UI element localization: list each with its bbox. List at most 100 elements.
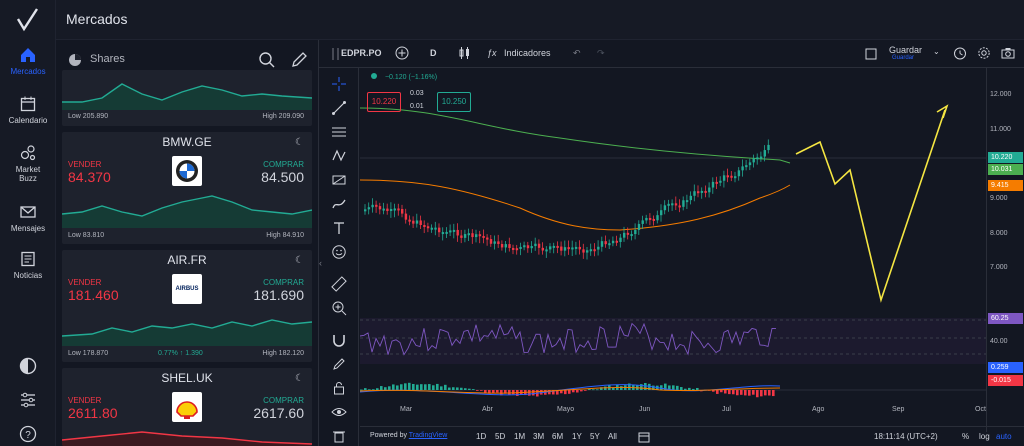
range-all[interactable]: All [608,432,617,441]
macd-histogram-bar [744,390,747,396]
edit-pencil-icon[interactable] [290,51,308,69]
buy-price-button[interactable]: 2617.60 [253,405,304,421]
macd-histogram-bar [664,383,667,390]
price-tick: 8.000 [990,230,1008,237]
help-icon[interactable]: ? [18,424,38,444]
nav-item-mensajes[interactable]: Mensajes [0,203,56,233]
macd-histogram-bar [384,387,387,390]
range-1m[interactable]: 1M [514,432,526,441]
horizontal-lines-icon[interactable] [331,124,347,140]
candle-body [678,205,681,208]
text-tool-icon[interactable] [331,220,347,236]
trash-icon[interactable] [331,428,347,444]
collapse-panel-icon[interactable]: ‹ [319,258,322,268]
range-1d[interactable]: 1D [476,432,487,441]
price-tag-last: 10.220 [988,152,1023,163]
search-icon[interactable] [258,51,276,69]
layout-square-icon[interactable] [865,48,877,60]
crosshair-icon[interactable] [331,76,347,92]
instrument-card[interactable]: BMW.GE ☾ VENDER 84.370 COMPRAR 84.500 Lo… [62,132,312,244]
gear-icon[interactable] [977,46,991,60]
zoom-in-icon[interactable] [331,300,347,316]
candle-body [534,243,537,247]
sell-price-button[interactable]: 2611.80 [68,405,118,421]
macd-histogram-bar [560,390,563,394]
camera-icon[interactable] [1001,46,1015,60]
macd-histogram-bar [464,388,467,390]
buy-price-button[interactable]: 84.500 [261,169,304,185]
spread-b: 0.01 [410,103,424,110]
percent-toggle[interactable]: % [962,432,970,441]
range-5d[interactable]: 5D [495,432,506,441]
nav-item-noticias[interactable]: Noticias [0,250,56,280]
projection-line [795,109,946,303]
buy-price-box[interactable]: 10.250 [437,92,471,112]
candle-body [519,246,522,249]
macd-histogram-bar [716,390,719,394]
eye-icon[interactable] [331,404,347,420]
shares-group-header[interactable]: Shares [62,42,312,76]
candle-body [486,237,489,240]
alert-clock-icon[interactable] [953,46,967,60]
undo-icon[interactable]: ↶ [573,48,581,58]
range-3m[interactable]: 3M [533,432,545,441]
brush-icon[interactable] [331,196,347,212]
date-range-icon[interactable] [638,431,650,443]
macd-histogram-bar [428,384,431,390]
add-symbol-icon[interactable] [395,46,409,60]
left-nav: Mercados Calendario Market Buzz Mensajes… [0,0,56,446]
sell-price-box[interactable]: 10.220 [367,92,401,112]
chevron-down-icon[interactable]: ⌄ [933,47,940,56]
sell-price-button[interactable]: 181.460 [68,287,119,303]
instrument-symbol: BMW.GE [162,135,212,149]
nav-item-market-buzz[interactable]: Market Buzz [0,144,56,183]
instrument-card[interactable]: AIR.FR ☾ VENDER 181.460 COMPRAR 181.690 … [62,250,312,362]
brand-check-logo[interactable] [16,8,40,32]
redo-icon[interactable]: ↷ [597,48,605,58]
clock-readout[interactable]: 18:11:14 (UTC+2) [874,432,938,441]
candle-body [722,175,726,181]
magnet-icon[interactable] [331,332,347,348]
contrast-icon[interactable] [18,356,38,376]
sliders-icon[interactable] [18,390,38,410]
buy-price-button[interactable]: 181.690 [253,287,304,303]
candle-body [452,229,456,232]
nav-item-mercados[interactable]: Mercados [0,46,56,76]
symbol-button[interactable]: EDPR.PO [341,48,382,58]
save-button[interactable]: Guardar [889,45,923,55]
compare-menu-icon[interactable] [331,48,341,60]
macd-histogram-bar [736,390,739,396]
log-toggle[interactable]: log [979,432,990,441]
instrument-card[interactable]: SHEL.UK ☾ VENDER 2611.80 COMPRAR 2617.60 [62,368,312,446]
interval-button[interactable]: D [430,48,437,58]
macd-histogram-bar [580,390,583,392]
instrument-card[interactable]: Low 205.890 High 209.090 [62,70,312,126]
instrument-symbol: AIR.FR [167,253,207,267]
range-5y[interactable]: 5Y [590,432,600,441]
price-chart[interactable] [360,68,986,432]
bmw-logo [172,156,202,186]
ruler-icon[interactable] [331,276,347,292]
range-6m[interactable]: 6M [552,432,564,441]
lock-icon[interactable] [331,380,347,396]
candle-body [367,207,371,210]
fx-icon[interactable]: ƒx [487,48,497,58]
trend-line-icon[interactable] [331,100,347,116]
candle-body [471,233,474,238]
sell-price-button[interactable]: 84.370 [68,169,111,185]
pattern-icon[interactable] [331,148,347,164]
auto-toggle[interactable]: auto [996,432,1012,441]
candle-body [611,240,615,244]
candle-body [645,217,648,221]
macd-histogram-bar [504,390,507,394]
price-tick: 9.000 [990,195,1008,202]
indicators-button[interactable]: Indicadores [504,48,551,58]
candles-icon[interactable] [458,46,472,60]
range-1y[interactable]: 1Y [572,432,582,441]
candle-body [748,162,752,166]
pencil-lock-icon[interactable] [331,356,347,372]
projection-icon[interactable] [331,172,347,188]
tradingview-link[interactable]: TradingView [408,432,448,439]
nav-item-calendario[interactable]: Calendario [0,95,56,125]
emoji-icon[interactable] [331,244,347,260]
